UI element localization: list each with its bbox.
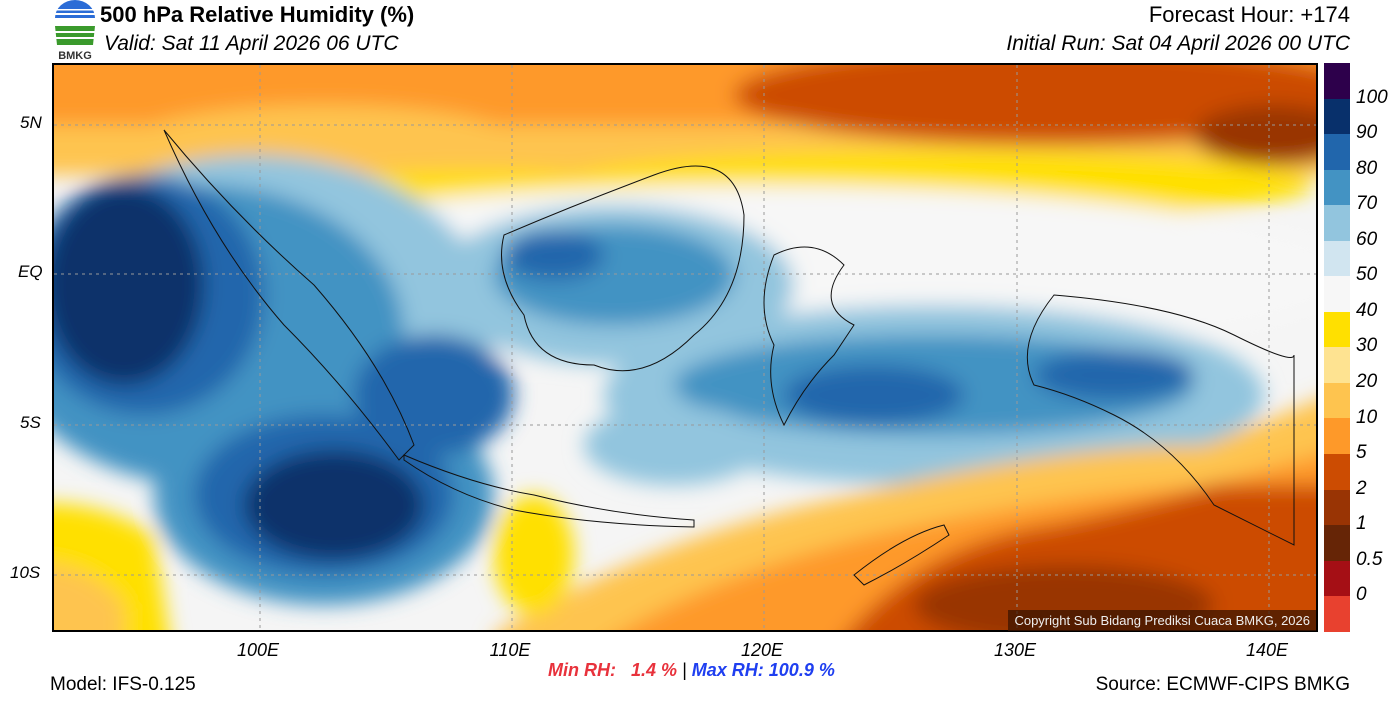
colorbar-segment [1324, 525, 1350, 561]
colorbar-label: 60 [1356, 228, 1378, 250]
stats-separator: | [682, 660, 687, 680]
x-tick-140e: 140E [1245, 640, 1289, 660]
colorbar-segment [1324, 240, 1350, 277]
min-rh-label: Min RH: [548, 660, 616, 680]
model-label: Model: IFS-0.125 [50, 674, 196, 695]
initial-run: Initial Run: Sat 04 April 2026 00 UTC [1006, 32, 1350, 55]
chart-title: 500 hPa Relative Humidity (%) [100, 2, 415, 27]
colorbar-segment [1324, 560, 1350, 597]
colorbar-label: 90 [1356, 122, 1378, 144]
forecast-hour: Forecast Hour: +174 [1148, 2, 1350, 27]
colorbar-label: 50 [1356, 264, 1378, 286]
y-tick-eq: EQ [18, 262, 43, 281]
max-rh-label: Max RH: [691, 660, 764, 680]
colorbar-label: 0.5 [1356, 548, 1383, 570]
x-tick-120e: 120E [740, 640, 784, 660]
colorbar [1324, 63, 1350, 632]
x-tick-130e: 130E [993, 640, 1037, 660]
colorbar-label: 20 [1356, 371, 1378, 393]
colorbar-label: 80 [1356, 157, 1378, 179]
colorbar-segment [1324, 98, 1350, 135]
y-tick-5s: 5S [20, 413, 41, 432]
min-rh-value: 1.4 % [631, 660, 678, 680]
svg-text:BMKG: BMKG [58, 50, 92, 62]
colorbar-segment [1324, 382, 1350, 419]
colorbar-label: 30 [1356, 335, 1378, 357]
colorbar-label: 70 [1356, 193, 1378, 215]
y-tick-5n: 5N [20, 113, 42, 132]
colorbar-segment [1324, 489, 1350, 526]
colorbar-segment [1324, 454, 1350, 490]
x-tick-100e: 100E [236, 640, 280, 660]
grid-lines [54, 65, 1316, 630]
colorbar-segment [1324, 205, 1350, 241]
colorbar-label: 40 [1356, 299, 1378, 321]
valid-time: Valid: Sat 11 April 2026 06 UTC [104, 32, 399, 55]
colorbar-segment [1324, 169, 1350, 206]
colorbar-segment [1324, 418, 1350, 455]
max-rh-value: 100.9 % [768, 660, 835, 680]
colorbar-label: 2 [1356, 477, 1367, 499]
colorbar-segment [1324, 311, 1350, 348]
colorbar-label: 1 [1356, 513, 1367, 535]
colorbar-label: 5 [1356, 442, 1367, 464]
colorbar-segment [1324, 596, 1350, 632]
colorbar-segment [1324, 276, 1350, 312]
y-tick-10s: 10S [10, 563, 41, 582]
colorbar-label: 100 [1356, 86, 1388, 108]
colorbar-label: 0 [1356, 584, 1367, 606]
colorbar-segment [1324, 63, 1350, 99]
colorbar-segment [1324, 134, 1350, 170]
rh-stats: Min RH: 1.4 % | Max RH: 100.9 % [548, 660, 835, 681]
copyright-notice: Copyright Sub Bidang Prediksi Cuaca BMKG… [1008, 610, 1316, 631]
humidity-map [52, 63, 1318, 632]
x-tick-110e: 110E [489, 640, 531, 660]
source-label: Source: ECMWF-CIPS BMKG [1095, 674, 1350, 695]
bmkg-logo: BMKG [50, 0, 100, 62]
colorbar-label: 10 [1356, 406, 1378, 428]
coastlines [163, 129, 1295, 586]
colorbar-segment [1324, 347, 1350, 383]
